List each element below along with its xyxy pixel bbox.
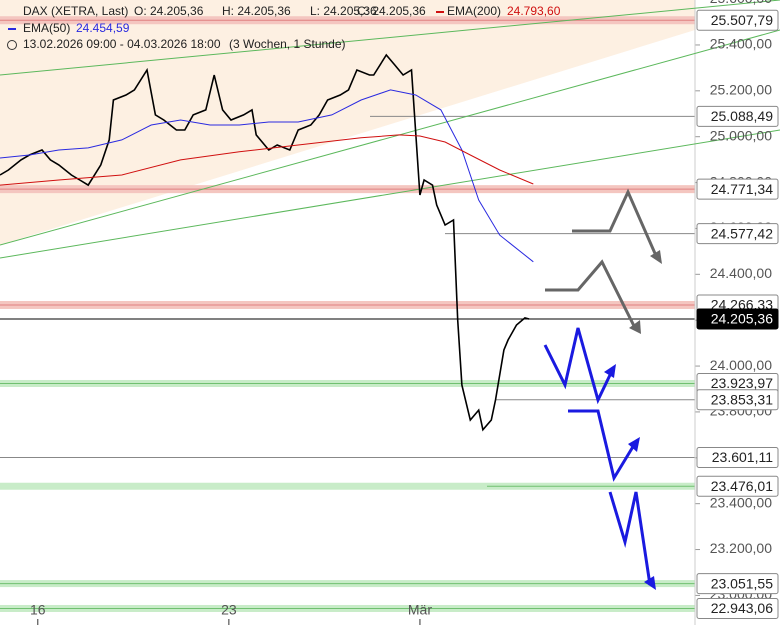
series-line: [0, 89, 534, 263]
level-label: 24.577,42: [711, 225, 773, 241]
instrument: DAX (XETRA, Last): [23, 4, 128, 18]
level-box: [696, 308, 779, 330]
level-box: [696, 105, 779, 127]
level-label: 23.051,55: [711, 575, 773, 591]
level-box: [696, 475, 779, 497]
y-tick-label: 24.000,00: [710, 357, 772, 373]
level-label: 23.853,31: [711, 391, 773, 407]
high: H: 24.205,36: [222, 4, 291, 18]
x-tick-label: 23: [221, 602, 237, 618]
open: O: 24.205,36: [134, 4, 204, 18]
projection-gray: [545, 188, 659, 331]
level-box: [696, 597, 779, 619]
trendline: [0, 29, 780, 246]
level-box: [696, 223, 779, 245]
level-label: 22.943,06: [711, 600, 773, 616]
level-label: 24.771,34: [711, 181, 773, 197]
period: (3 Wochen, 1 Stunde): [229, 37, 346, 51]
y-tick-label: 23.200,00: [710, 540, 772, 556]
trendline: [0, 129, 780, 259]
ema50-name: EMA(50): [23, 21, 70, 35]
series-line: [0, 53, 530, 432]
y-tick-label: 25.400,00: [710, 36, 772, 52]
level-box: [696, 573, 779, 595]
arrowheads-gray: [629, 250, 662, 334]
low: L: 24.205,36: [310, 4, 377, 18]
y-tick-label: 25.000,00: [710, 127, 772, 143]
y-tick-label: 24.400,00: [710, 265, 772, 281]
date-range: 13.02.2026 09:00 - 04.03.2026 18:00: [23, 37, 221, 51]
y-tick-label: 25.200,00: [710, 82, 772, 98]
level-box: [696, 389, 779, 411]
level-label: 25.088,49: [711, 108, 773, 124]
level-label: 23.476,01: [711, 478, 773, 494]
level-label: 24.205,36: [711, 311, 773, 327]
trendline: [0, 0, 780, 76]
level-label: 25.507,79: [711, 12, 773, 28]
level-label: 23.923,97: [711, 375, 773, 391]
arrowheads-blue: [604, 364, 656, 590]
level-box: [696, 447, 779, 469]
close: C: 24.205,36: [357, 4, 426, 18]
ema200-value: 24.793,60: [507, 4, 561, 18]
clock-icon: [7, 40, 17, 50]
level-box: [696, 178, 779, 200]
level-band: [0, 482, 695, 490]
ema200-name: EMA(200): [447, 4, 501, 18]
y-tick-label: 25.600,00: [710, 0, 772, 6]
x-tick-label: 16: [30, 602, 46, 618]
ema50-value: 24.454,59: [76, 21, 130, 35]
x-tick-label: Mär: [408, 602, 432, 618]
series-line: [0, 134, 534, 186]
trend-channel: [0, 0, 695, 245]
projection-blue: [543, 327, 652, 586]
level-label: 23.601,11: [712, 449, 773, 465]
level-box: [696, 9, 779, 31]
y-tick-label: 23.400,00: [710, 494, 772, 510]
